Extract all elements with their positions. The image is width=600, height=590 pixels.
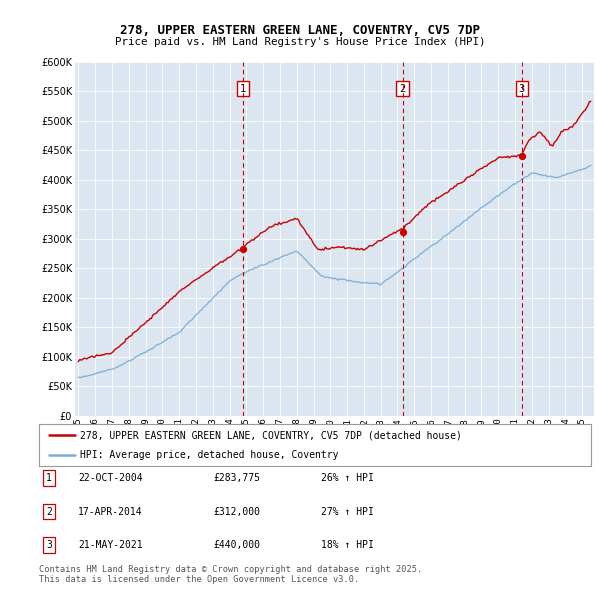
- Text: 2: 2: [46, 507, 52, 516]
- Text: 1: 1: [46, 473, 52, 483]
- Point: [517, 152, 527, 161]
- Text: £283,775: £283,775: [213, 473, 260, 483]
- Text: 1: 1: [240, 84, 246, 93]
- Text: 2: 2: [400, 84, 406, 93]
- Text: 26% ↑ HPI: 26% ↑ HPI: [321, 473, 374, 483]
- Text: 18% ↑ HPI: 18% ↑ HPI: [321, 540, 374, 550]
- Text: 21-MAY-2021: 21-MAY-2021: [78, 540, 143, 550]
- Text: 278, UPPER EASTERN GREEN LANE, COVENTRY, CV5 7DP (detached house): 278, UPPER EASTERN GREEN LANE, COVENTRY,…: [80, 430, 462, 440]
- Text: £312,000: £312,000: [213, 507, 260, 516]
- Text: Contains HM Land Registry data © Crown copyright and database right 2025.
This d: Contains HM Land Registry data © Crown c…: [39, 565, 422, 584]
- Point: [238, 244, 248, 253]
- Text: Price paid vs. HM Land Registry's House Price Index (HPI): Price paid vs. HM Land Registry's House …: [115, 37, 485, 47]
- Text: 3: 3: [46, 540, 52, 550]
- Text: 17-APR-2014: 17-APR-2014: [78, 507, 143, 516]
- Point: [398, 227, 407, 237]
- Text: HPI: Average price, detached house, Coventry: HPI: Average price, detached house, Cove…: [80, 450, 339, 460]
- Text: 3: 3: [518, 84, 525, 93]
- Text: 278, UPPER EASTERN GREEN LANE, COVENTRY, CV5 7DP: 278, UPPER EASTERN GREEN LANE, COVENTRY,…: [120, 24, 480, 37]
- Text: 22-OCT-2004: 22-OCT-2004: [78, 473, 143, 483]
- Text: £440,000: £440,000: [213, 540, 260, 550]
- Text: 27% ↑ HPI: 27% ↑ HPI: [321, 507, 374, 516]
